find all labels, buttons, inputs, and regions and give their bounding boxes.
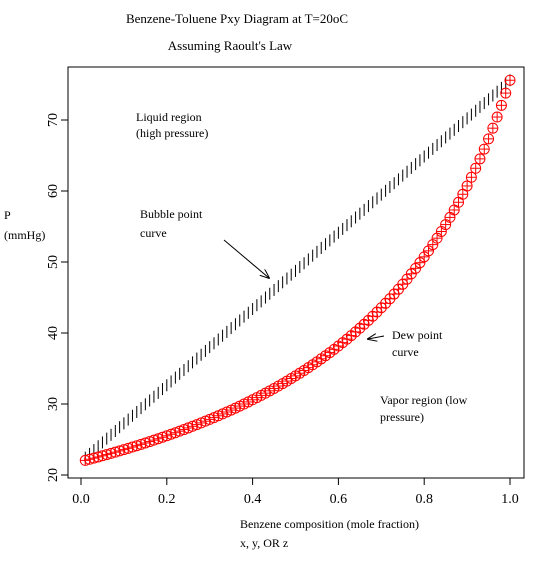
x-tick-label: 0.0 [72, 492, 90, 507]
dew-point-arrow [368, 336, 385, 339]
vapor-region-label: Vapor region (low [380, 393, 468, 407]
bubble-point-sublabel: curve [140, 226, 167, 240]
dew-point-label: Dew point [392, 328, 443, 342]
chart-subtitle: Assuming Raoult's Law [168, 38, 293, 53]
chart-title: Benzene-Toluene Pxy Diagram at T=20oC [126, 11, 348, 26]
dew-point-sublabel: curve [392, 345, 419, 359]
x-tick-label: 0.2 [158, 492, 176, 507]
bubble-point-arrow [223, 239, 269, 278]
y-tick-label: 50 [46, 255, 61, 269]
y-tick-label: 60 [46, 184, 61, 198]
y-tick-label: 30 [46, 397, 61, 411]
y-tick-label: 20 [46, 468, 61, 482]
x-axis-label-secondary: x, y, OR z [240, 536, 288, 550]
y-axis-label: P [4, 208, 11, 222]
y-tick-label: 40 [46, 326, 61, 340]
liquid-region-label: Liquid region [136, 110, 202, 124]
x-tick-label: 0.4 [244, 492, 262, 507]
plot-frame [67, 66, 525, 479]
y-tick-label: 70 [46, 113, 61, 127]
y-axis-label-unit: (mmHg) [4, 228, 45, 242]
liquid-region-sublabel: (high pressure) [136, 126, 208, 140]
x-axis: 0.0 0.2 0.4 0.6 0.8 1.0 [72, 478, 519, 507]
y-axis: 20 30 40 50 60 70 [46, 113, 68, 482]
bubble-point-label: Bubble point [140, 207, 203, 221]
x-tick-label: 0.6 [330, 492, 348, 507]
x-axis-label: Benzene composition (mole fraction) [240, 517, 419, 531]
x-tick-label: 0.8 [415, 492, 433, 507]
x-tick-label: 1.0 [501, 492, 519, 507]
dew-point-series [79, 74, 516, 466]
vapor-region-sublabel: pressure) [380, 410, 424, 424]
